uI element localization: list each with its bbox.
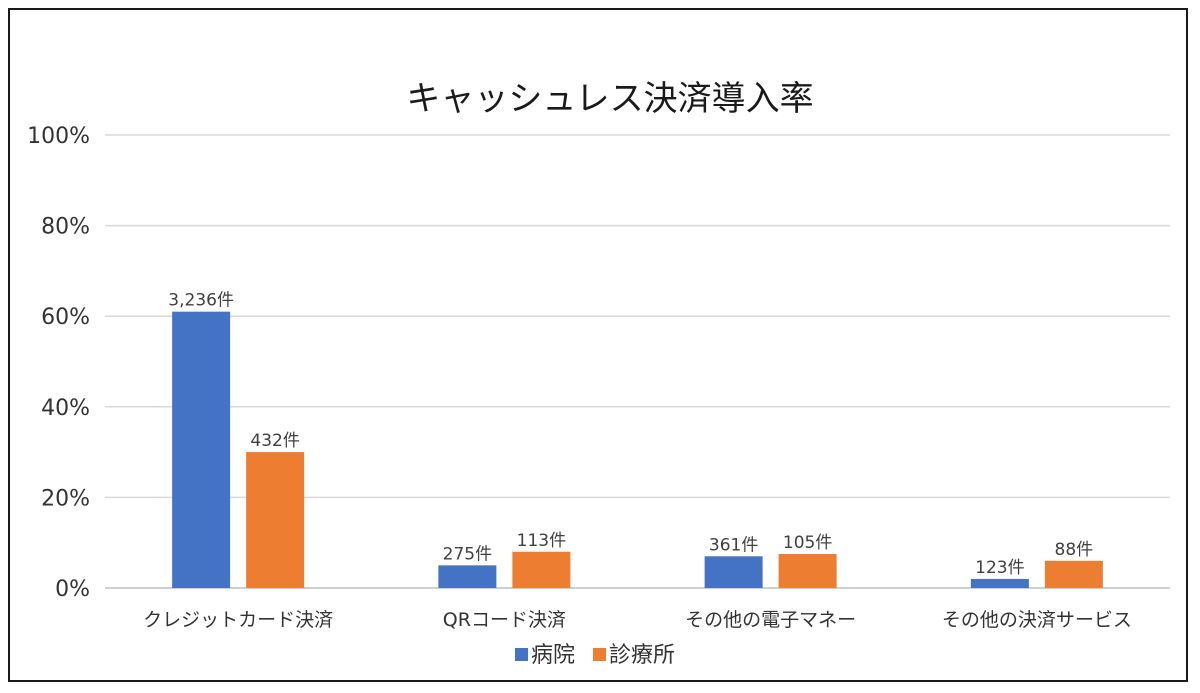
y-tick-label: 40% [41, 396, 90, 421]
bar-clinic [1044, 560, 1103, 588]
bar-hospital [970, 578, 1029, 588]
bar-hospital [172, 311, 231, 588]
bar-hospital [704, 556, 763, 588]
data-label: 88件 [1055, 540, 1094, 560]
legend-swatch [515, 648, 528, 661]
legend-label: 病院 [531, 643, 575, 668]
bar-hospital [438, 565, 497, 588]
bar-chart: キャッシュレス決済導入率 0% 20% 40% 60% 80% 100% 3,236件 43… [27, 79, 1170, 668]
data-label: 123件 [975, 558, 1024, 578]
data-label: 275件 [443, 544, 492, 564]
bar-clinic [246, 452, 305, 588]
data-labels: 3,236件 432件 275件 113件 361件 105件 123件 88件 [168, 291, 1093, 578]
bar-clinic [778, 554, 837, 588]
data-label: 361件 [709, 535, 758, 555]
chart-frame: キャッシュレス決済導入率 0% 20% 40% 60% 80% 100% 3,236件 43… [8, 8, 1188, 682]
data-label: 432件 [250, 431, 299, 451]
y-tick-label: 20% [41, 486, 90, 511]
legend-label: 診療所 [609, 643, 675, 668]
data-label: 3,236件 [168, 291, 234, 311]
y-tick-label: 60% [41, 305, 90, 330]
bar-clinic [512, 551, 571, 588]
y-axis-ticks: 0% 20% 40% 60% 80% 100% [27, 124, 90, 602]
data-label: 113件 [517, 531, 566, 551]
x-axis-ticks: クレジットカード決済 QRコード決済 その他の電子マネー その他の決済サービス [143, 609, 1132, 631]
x-tick-label: クレジットカード決済 [143, 609, 333, 631]
x-tick-label: その他の電子マネー [685, 609, 856, 631]
y-tick-label: 100% [27, 124, 90, 149]
bars [172, 311, 1103, 588]
chart-title: キャッシュレス決済導入率 [406, 79, 813, 119]
legend-swatch [593, 648, 606, 661]
x-tick-label: その他の決済サービス [942, 609, 1132, 631]
y-tick-label: 80% [41, 215, 90, 240]
data-label: 105件 [783, 533, 832, 553]
x-tick-label: QRコード決済 [443, 609, 566, 631]
legend: 病院 診療所 [515, 643, 675, 668]
y-tick-label: 0% [55, 577, 90, 602]
